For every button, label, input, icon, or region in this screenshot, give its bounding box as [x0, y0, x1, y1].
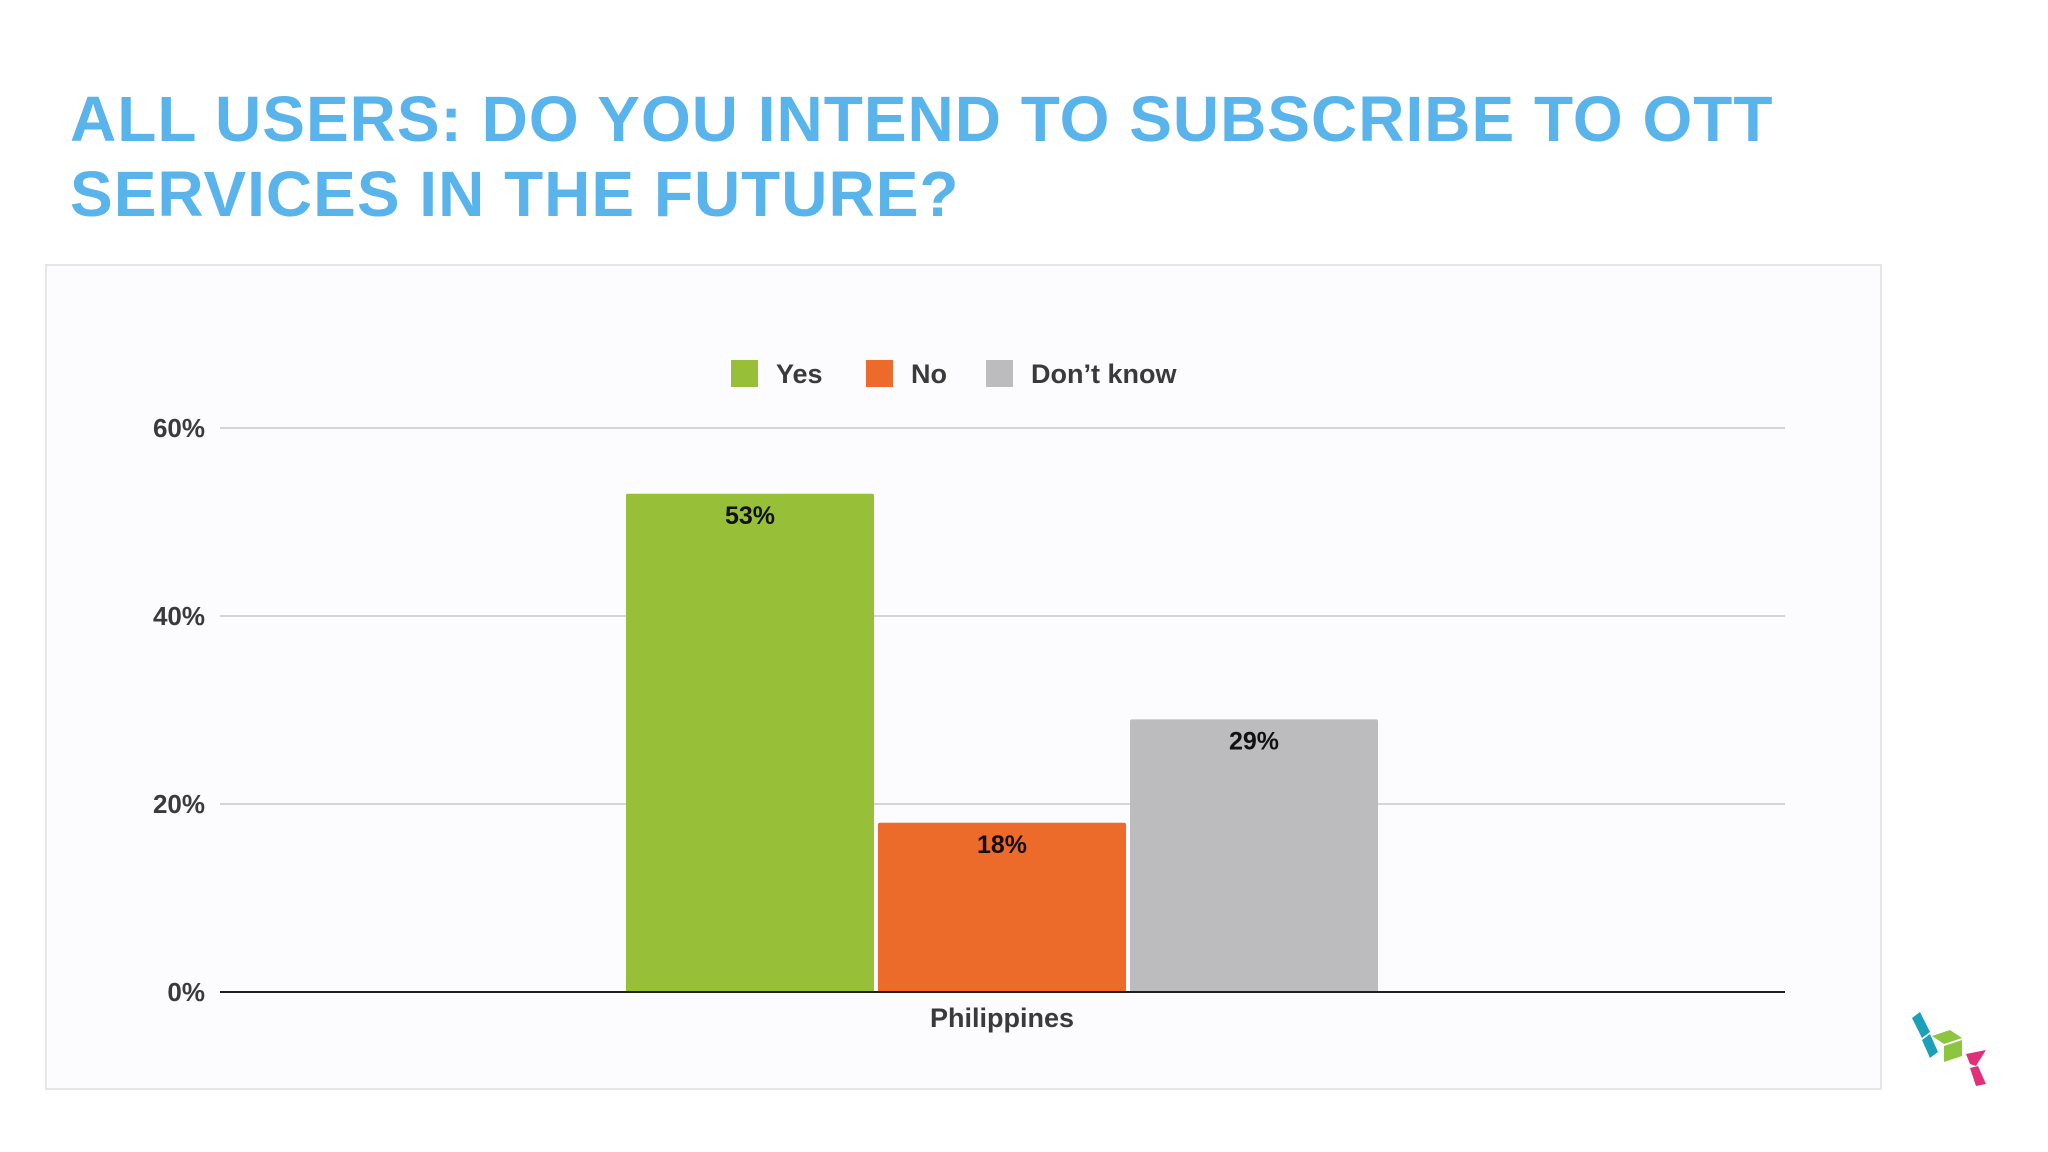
legend-label: Yes [776, 359, 823, 389]
data-label: 53% [725, 502, 775, 530]
gridlines [220, 427, 1785, 805]
data-label: 18% [977, 831, 1027, 859]
legend-swatch [866, 360, 893, 387]
y-axis-ticks: 0% 20% 40% 60% [153, 413, 205, 1007]
legend: Yes No Don’t know [731, 359, 1177, 389]
data-labels: 53% 18% 29% [725, 502, 1279, 859]
y-tick-label: 0% [167, 977, 205, 1007]
legend-swatch [986, 360, 1013, 387]
page-title: ALL USERS: DO YOU INTEND TO SUBSCRIBE TO… [70, 83, 1774, 230]
y-tick-label: 20% [153, 789, 205, 819]
bar-no [878, 822, 1126, 992]
y-tick-label: 40% [153, 601, 205, 631]
y-tick-label: 60% [153, 413, 205, 443]
cube-logo-icon [1912, 1012, 1986, 1086]
data-label: 29% [1229, 727, 1279, 755]
legend-label: Don’t know [1031, 359, 1177, 389]
legend-swatch [731, 360, 758, 387]
x-tick-label: Philippines [930, 1003, 1074, 1033]
bar-don-t-know [1130, 719, 1378, 992]
bars [626, 493, 1378, 992]
legend-label: No [911, 359, 947, 389]
bar-yes [626, 493, 874, 992]
x-axis: Philippines [220, 991, 1785, 1033]
